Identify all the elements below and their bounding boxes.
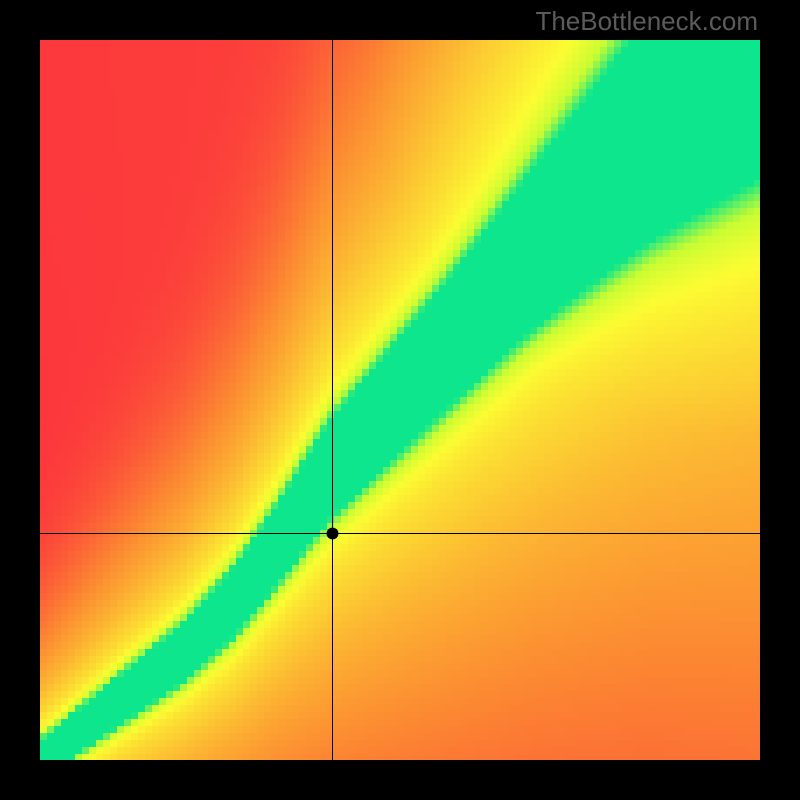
watermark-text: TheBottleneck.com xyxy=(535,6,758,37)
bottleneck-heatmap xyxy=(0,0,800,800)
chart-container: { "canvas": { "width": 800, "height": 80… xyxy=(0,0,800,800)
